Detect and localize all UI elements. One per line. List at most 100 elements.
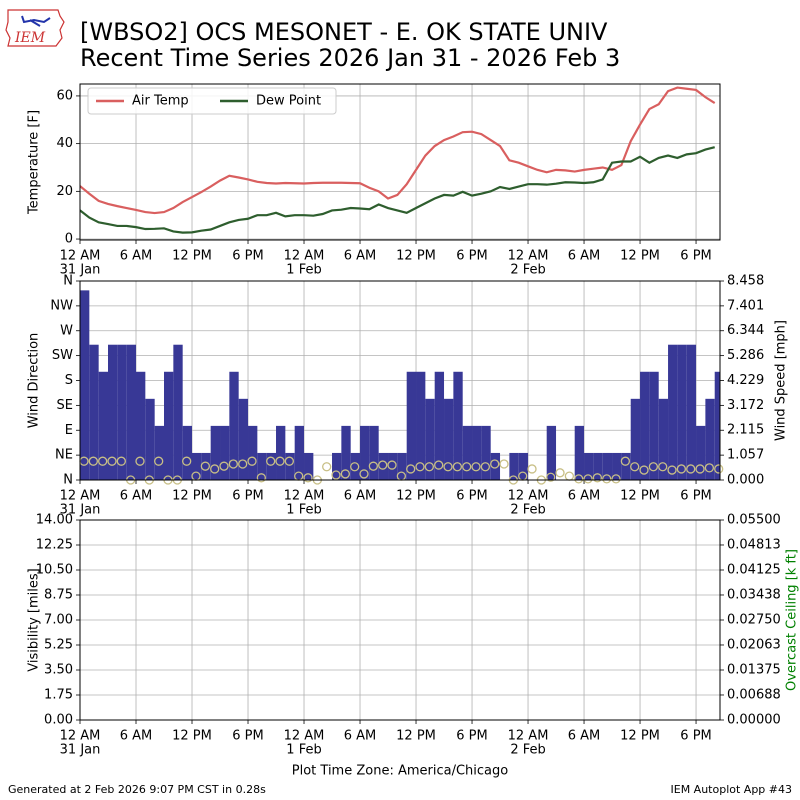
logo-lines [21, 15, 51, 27]
x-tick-date: 31 Jan [60, 743, 101, 758]
x-tick-label: 6 AM [568, 729, 601, 744]
y2-tick-label: 1.057 [727, 448, 764, 463]
y-tick-label: 20 [56, 184, 73, 199]
wind-speed-bar [546, 425, 557, 480]
wind-speed-bar [462, 425, 473, 480]
wind-direction-marker [564, 471, 575, 481]
wind-speed-bar [425, 398, 435, 480]
x-tick-label: 12 AM [60, 489, 101, 504]
y2-tick-label: 0.00000 [727, 713, 781, 728]
y2-tick-label: 0.02750 [727, 613, 781, 628]
x-axis-label: Plot Time Zone: America/Chicago [292, 764, 508, 779]
x-tick-label: 6 AM [120, 729, 153, 744]
y-tick-label: SE [57, 398, 73, 413]
y-tick-label: 5.25 [44, 638, 73, 653]
wind-speed-bar [714, 371, 720, 480]
wind-speed-bar [248, 425, 258, 480]
y2-tick-label: 0.04125 [727, 563, 781, 578]
y2-tick-label: 0.04813 [727, 537, 781, 552]
x-tick-label: 12 AM [284, 729, 325, 744]
y-tick-label: W [60, 323, 73, 338]
wind-speed-bar [80, 290, 90, 480]
wind-direction-marker [182, 456, 192, 466]
x-tick-label: 12 PM [172, 249, 212, 264]
plot-area [80, 86, 716, 234]
y2-tick-label: 3.172 [727, 398, 764, 413]
x-tick-label: 12 PM [172, 489, 212, 504]
wind-speed-bar [332, 452, 342, 480]
x-tick-date: 1 Feb [286, 743, 321, 758]
axes-frame [79, 519, 721, 721]
wind-direction-marker [704, 463, 715, 473]
y-tick-label: 60 [56, 88, 73, 103]
wind-speed-bar [210, 425, 221, 480]
wind-speed-bar [266, 452, 277, 480]
x-tick-label: 12 PM [620, 489, 660, 504]
y2-tick-label: 5.286 [727, 348, 764, 363]
x-tick-label: 6 PM [232, 249, 263, 264]
wind-direction-marker [415, 462, 425, 472]
wind-direction-marker [639, 465, 649, 475]
wind-direction-marker [490, 459, 500, 469]
y-tick-label: 12.25 [36, 538, 73, 553]
footer-right: IEM Autoplot App #43 [671, 783, 793, 796]
y-axis-label: Temperature [F] [27, 110, 42, 215]
wind-direction-marker [583, 474, 593, 484]
wind-speed-bar [434, 371, 445, 480]
x-tick-date: 31 Jan [60, 263, 101, 278]
y2-tick-label: 0.000 [727, 473, 764, 488]
x-tick-date: 2 Feb [510, 743, 545, 758]
wind-direction-marker [434, 460, 444, 470]
wind-direction-marker [359, 469, 369, 479]
wind-speed-bar [481, 425, 491, 480]
wind-speed-bar [509, 452, 519, 480]
wind-direction-marker [154, 456, 164, 466]
footer-left: Generated at 2 Feb 2026 9:07 PM CST in 0… [8, 783, 266, 796]
x-tick-label: 6 PM [680, 249, 711, 264]
wind-speed-bar [154, 425, 165, 480]
y-tick-label: 8.75 [44, 588, 73, 603]
wind-speed-bar [472, 425, 482, 480]
wind-direction-marker [686, 464, 696, 474]
wind-direction-marker [499, 459, 509, 469]
x-tick-label: 12 PM [172, 729, 212, 744]
wind-speed-bar [388, 452, 398, 480]
x-tick-label: 12 PM [396, 729, 436, 744]
wind-speed-bar [612, 452, 622, 480]
x-tick-label: 6 PM [456, 249, 487, 264]
y-axis-label: Visibility [miles] [27, 568, 42, 671]
wind-speed-bar [584, 452, 594, 480]
wind-direction-marker [135, 456, 145, 466]
wind-speed-bar [490, 452, 501, 480]
wind-speed-bar [416, 371, 426, 480]
wind-speed-bar [602, 452, 613, 480]
wind-direction-marker [667, 465, 677, 475]
y-tick-label: 0 [65, 232, 73, 247]
x-tick-date: 1 Feb [286, 263, 321, 278]
x-tick-date: 1 Feb [286, 503, 321, 518]
y2-tick-label: 8.458 [727, 274, 764, 289]
wind-direction-marker [527, 464, 537, 474]
y2-tick-label: 0.00688 [727, 687, 781, 702]
x-tick-label: 6 AM [120, 249, 153, 264]
y2-tick-label: 6.344 [727, 323, 764, 338]
x-tick-label: 6 AM [120, 489, 153, 504]
x-tick-label: 12 AM [508, 729, 549, 744]
y-tick-label: 7.00 [44, 613, 73, 628]
axes-frame [79, 280, 721, 481]
wind-speed-bar [640, 371, 650, 480]
wind-speed-bar [108, 344, 118, 480]
x-tick-label: 12 PM [396, 249, 436, 264]
wind-direction-marker [611, 474, 621, 484]
x-tick-date: 2 Feb [510, 263, 545, 278]
wind-speed-bar [173, 344, 183, 480]
wind-speed-bar [705, 398, 715, 480]
wind-direction-marker [88, 456, 98, 466]
wind-speed-bar [453, 371, 463, 480]
y-tick-label: 14.00 [36, 513, 73, 528]
wind-direction-marker [424, 462, 435, 472]
x-tick-label: 6 AM [344, 489, 377, 504]
wind-direction-marker [303, 473, 313, 483]
wind-direction-marker [228, 459, 238, 469]
